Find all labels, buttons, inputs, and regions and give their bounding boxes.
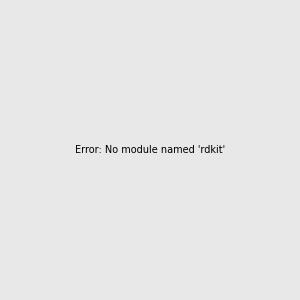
Text: Error: No module named 'rdkit': Error: No module named 'rdkit' [75,145,225,155]
